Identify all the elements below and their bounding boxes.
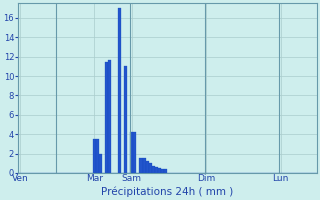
Bar [155, 167, 158, 173]
Bar [124, 66, 127, 173]
Bar [118, 8, 121, 173]
Bar [158, 168, 161, 173]
Bar [130, 132, 133, 173]
Bar [96, 139, 99, 173]
Bar [142, 158, 146, 173]
X-axis label: Précipitations 24h ( mm ): Précipitations 24h ( mm ) [101, 186, 234, 197]
Bar [152, 166, 155, 173]
Bar [164, 169, 167, 173]
Bar [105, 62, 108, 173]
Bar [108, 60, 111, 173]
Bar [93, 139, 96, 173]
Bar [133, 132, 136, 173]
Bar [140, 158, 142, 173]
Bar [146, 161, 149, 173]
Bar [161, 169, 164, 173]
Bar [99, 154, 102, 173]
Bar [149, 163, 152, 173]
